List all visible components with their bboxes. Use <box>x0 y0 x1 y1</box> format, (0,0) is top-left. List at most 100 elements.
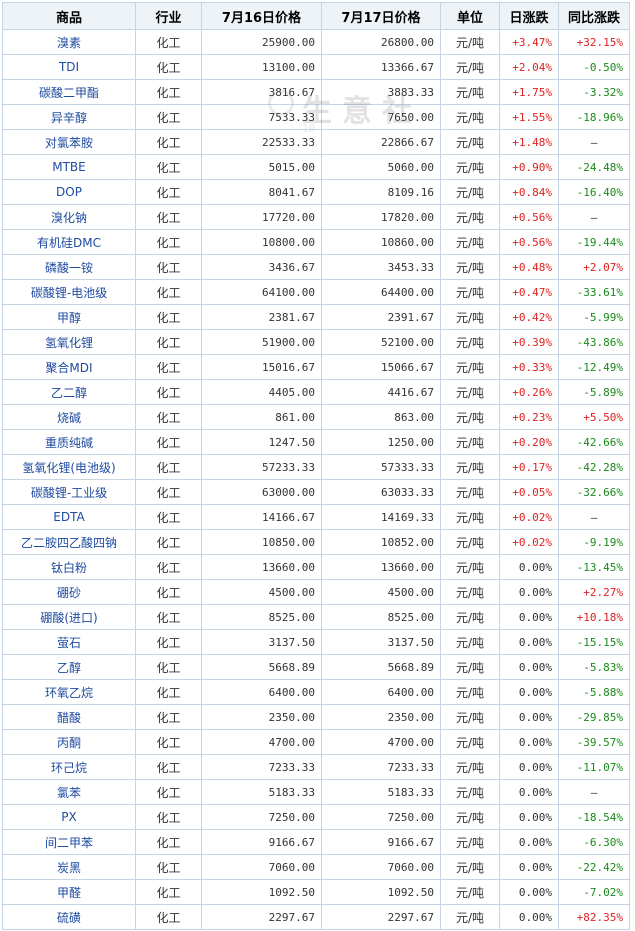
commodity-name-link[interactable]: 环己烷 <box>2 754 136 780</box>
unit-cell: 元/吨 <box>440 904 500 930</box>
unit-cell: 元/吨 <box>440 629 500 655</box>
commodity-name-link[interactable]: 磷酸一铵 <box>2 254 136 280</box>
yoy-change-cell: -19.44% <box>558 229 630 255</box>
daily-change-cell: +0.56% <box>499 229 559 255</box>
yoy-change-cell: -5.99% <box>558 304 630 330</box>
commodity-name-link[interactable]: 氢氧化锂 <box>2 329 136 355</box>
commodity-name-link[interactable]: 溴素 <box>2 29 136 55</box>
yoy-change-cell: -16.40% <box>558 179 630 205</box>
commodity-name-link[interactable]: 碳酸锂-工业级 <box>2 479 136 505</box>
commodity-name-link[interactable]: 间二甲苯 <box>2 829 136 855</box>
daily-change-cell: 0.00% <box>499 679 559 705</box>
yoy-change-cell: -9.19% <box>558 529 630 555</box>
commodity-name-link[interactable]: 硼酸(进口) <box>2 604 136 630</box>
table-row: 对氯苯胺 化工 22533.33 22866.67 元/吨 +1.48% — <box>2 129 630 155</box>
industry-cell: 化工 <box>135 529 202 555</box>
commodity-name-link[interactable]: 溴化钠 <box>2 204 136 230</box>
price-0716-cell: 1092.50 <box>201 879 322 905</box>
price-0716-cell: 14166.67 <box>201 504 322 530</box>
unit-cell: 元/吨 <box>440 254 500 280</box>
commodity-name-link[interactable]: 氢氧化锂(电池级) <box>2 454 136 480</box>
daily-change-cell: +0.42% <box>499 304 559 330</box>
daily-change-cell: 0.00% <box>499 554 559 580</box>
price-0716-cell: 64100.00 <box>201 279 322 305</box>
daily-change-cell: +0.02% <box>499 529 559 555</box>
price-0716-cell: 5015.00 <box>201 154 322 180</box>
price-0717-cell: 4500.00 <box>321 579 441 605</box>
commodity-name-link[interactable]: 对氯苯胺 <box>2 129 136 155</box>
industry-cell: 化工 <box>135 704 202 730</box>
industry-cell: 化工 <box>135 404 202 430</box>
unit-cell: 元/吨 <box>440 704 500 730</box>
commodity-name-link[interactable]: EDTA <box>2 504 136 530</box>
daily-change-cell: 0.00% <box>499 654 559 680</box>
industry-cell: 化工 <box>135 879 202 905</box>
price-0716-cell: 3137.50 <box>201 629 322 655</box>
commodity-name-link[interactable]: 甲醇 <box>2 304 136 330</box>
price-0716-cell: 4500.00 <box>201 579 322 605</box>
price-0716-cell: 4405.00 <box>201 379 322 405</box>
price-0717-cell: 8109.16 <box>321 179 441 205</box>
table-row: 炭黑 化工 7060.00 7060.00 元/吨 0.00% -22.42% <box>2 854 630 880</box>
price-0716-cell: 7233.33 <box>201 754 322 780</box>
price-0717-cell: 52100.00 <box>321 329 441 355</box>
yoy-change-cell: -5.83% <box>558 654 630 680</box>
commodity-name-link[interactable]: 钛白粉 <box>2 554 136 580</box>
commodity-name-link[interactable]: 乙醇 <box>2 654 136 680</box>
commodity-name-link[interactable]: 丙酮 <box>2 729 136 755</box>
commodity-name-link[interactable]: PX <box>2 804 136 830</box>
commodity-name-link[interactable]: 乙二醇 <box>2 379 136 405</box>
commodity-name-link[interactable]: 有机硅DMC <box>2 229 136 255</box>
unit-cell: 元/吨 <box>440 854 500 880</box>
commodity-name-link[interactable]: 硫磺 <box>2 904 136 930</box>
daily-change-cell: 0.00% <box>499 729 559 755</box>
commodity-name-link[interactable]: MTBE <box>2 154 136 180</box>
commodity-name-link[interactable]: 乙二胺四乙酸四钠 <box>2 529 136 555</box>
industry-cell: 化工 <box>135 79 202 105</box>
daily-change-cell: 0.00% <box>499 829 559 855</box>
commodity-name-link[interactable]: 聚合MDI <box>2 354 136 380</box>
price-0716-cell: 57233.33 <box>201 454 322 480</box>
yoy-change-cell: -0.50% <box>558 54 630 80</box>
industry-cell: 化工 <box>135 454 202 480</box>
table-row: 萤石 化工 3137.50 3137.50 元/吨 0.00% -15.15% <box>2 629 630 655</box>
commodity-name-link[interactable]: 重质纯碱 <box>2 429 136 455</box>
price-0716-cell: 4700.00 <box>201 729 322 755</box>
commodity-name-link[interactable]: 烧碱 <box>2 404 136 430</box>
industry-cell: 化工 <box>135 504 202 530</box>
commodity-name-link[interactable]: 炭黑 <box>2 854 136 880</box>
daily-change-cell: 0.00% <box>499 804 559 830</box>
price-0716-cell: 8525.00 <box>201 604 322 630</box>
yoy-change-cell: -12.49% <box>558 354 630 380</box>
commodity-name-link[interactable]: 碳酸二甲酯 <box>2 79 136 105</box>
price-0716-cell: 5668.89 <box>201 654 322 680</box>
yoy-change-cell: +5.50% <box>558 404 630 430</box>
commodity-name-link[interactable]: 萤石 <box>2 629 136 655</box>
unit-cell: 元/吨 <box>440 279 500 305</box>
yoy-change-cell: +2.27% <box>558 579 630 605</box>
commodity-name-link[interactable]: 氯苯 <box>2 779 136 805</box>
commodity-name-link[interactable]: 醋酸 <box>2 704 136 730</box>
commodity-name-link[interactable]: 硼砂 <box>2 579 136 605</box>
daily-change-cell: +0.84% <box>499 179 559 205</box>
table-row: 硫磺 化工 2297.67 2297.67 元/吨 0.00% +82.35% <box>2 904 630 930</box>
commodity-name-link[interactable]: TDI <box>2 54 136 80</box>
industry-cell: 化工 <box>135 254 202 280</box>
yoy-change-cell: -3.32% <box>558 79 630 105</box>
commodity-name-link[interactable]: 异辛醇 <box>2 104 136 130</box>
unit-cell: 元/吨 <box>440 79 500 105</box>
price-0717-cell: 64400.00 <box>321 279 441 305</box>
table-row: PX 化工 7250.00 7250.00 元/吨 0.00% -18.54% <box>2 804 630 830</box>
price-0716-cell: 25900.00 <box>201 29 322 55</box>
price-0716-cell: 15016.67 <box>201 354 322 380</box>
table-row: 醋酸 化工 2350.00 2350.00 元/吨 0.00% -29.85% <box>2 704 630 730</box>
commodity-name-link[interactable]: DOP <box>2 179 136 205</box>
yoy-change-cell: -13.45% <box>558 554 630 580</box>
commodity-name-link[interactable]: 甲醛 <box>2 879 136 905</box>
commodity-name-link[interactable]: 碳酸锂-电池级 <box>2 279 136 305</box>
yoy-change-cell: -18.96% <box>558 104 630 130</box>
price-0716-cell: 2350.00 <box>201 704 322 730</box>
commodity-name-link[interactable]: 环氧乙烷 <box>2 679 136 705</box>
table-row: EDTA 化工 14166.67 14169.33 元/吨 +0.02% — <box>2 504 630 530</box>
table-row: 烧碱 化工 861.00 863.00 元/吨 +0.23% +5.50% <box>2 404 630 430</box>
